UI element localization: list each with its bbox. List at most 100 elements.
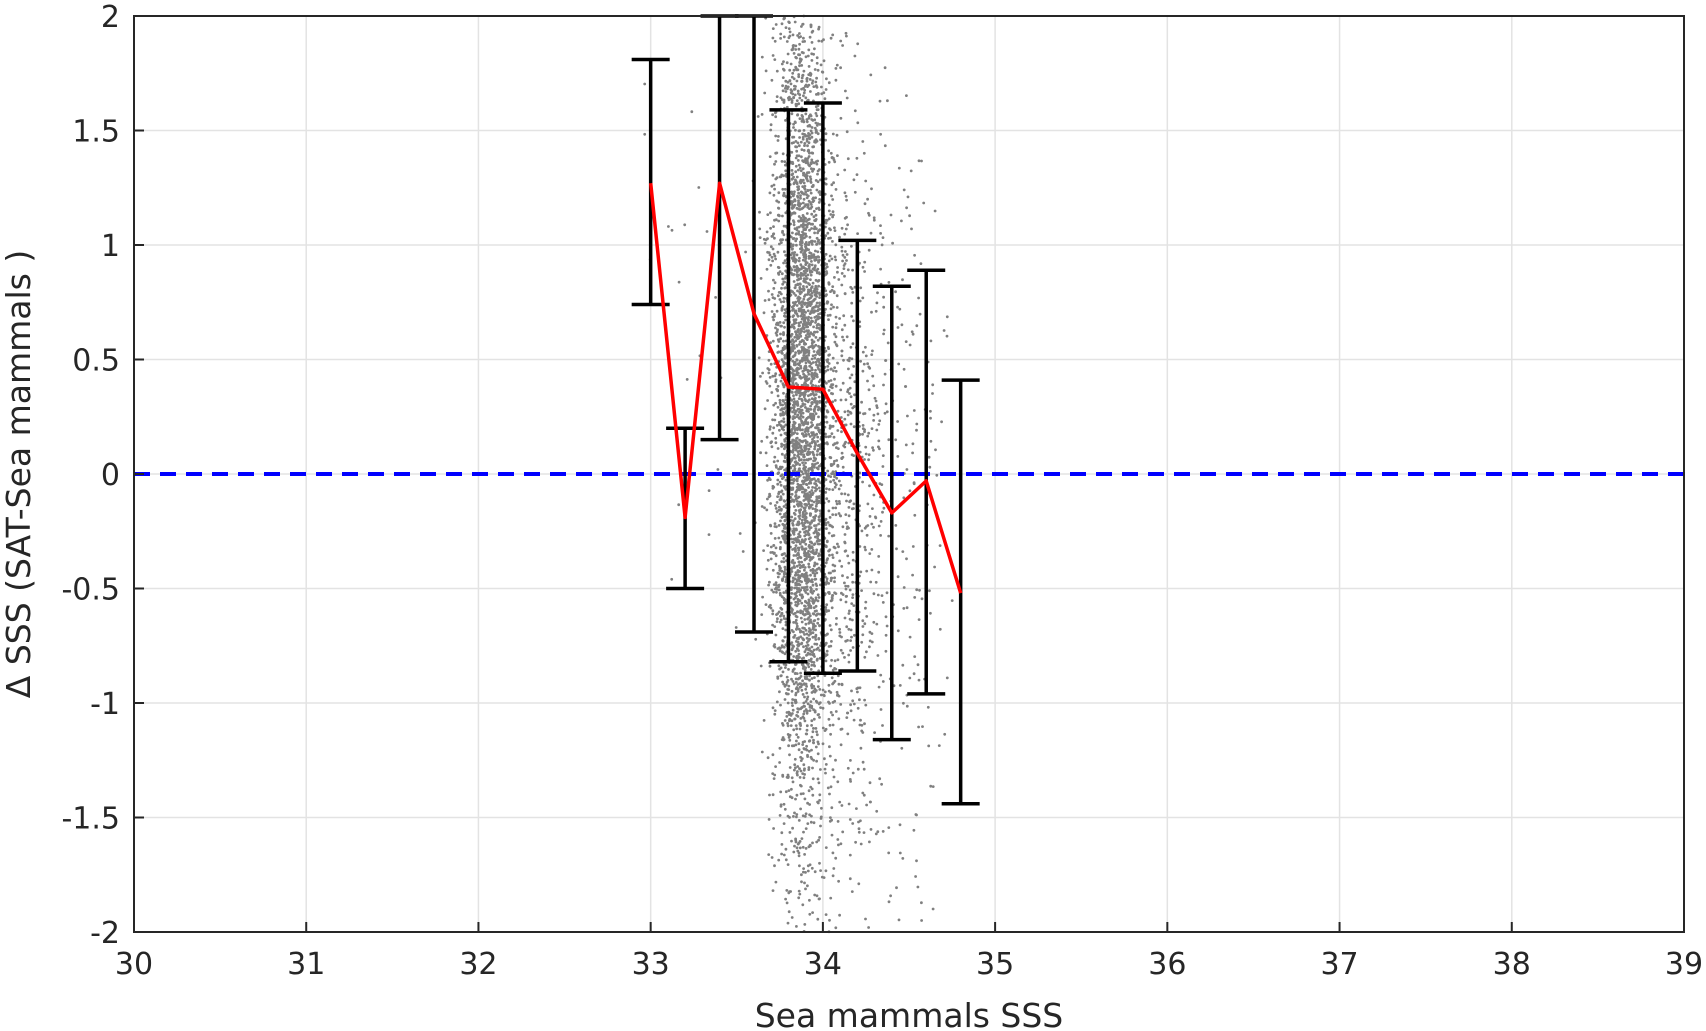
scatter-point <box>818 897 821 901</box>
scatter-point <box>795 615 799 619</box>
scatter-point <box>847 506 851 509</box>
scatter-point <box>791 522 794 525</box>
scatter-point <box>808 235 812 239</box>
scatter-point <box>826 469 830 473</box>
scatter-point <box>808 898 811 902</box>
scatter-point <box>781 76 785 79</box>
scatter-point <box>811 653 815 657</box>
scatter-point <box>804 599 807 603</box>
scatter-point <box>841 465 845 469</box>
scatter-point <box>898 823 902 827</box>
scatter-point <box>799 408 803 412</box>
scatter-point <box>794 840 798 844</box>
scatter-point <box>787 668 790 671</box>
scatter-point <box>848 853 852 857</box>
scatter-point <box>804 268 808 272</box>
scatter-point <box>832 158 836 162</box>
scatter-point <box>798 576 802 580</box>
scatter-point <box>812 145 815 149</box>
scatter-point <box>793 460 797 464</box>
scatter-point <box>774 880 778 884</box>
scatter-point <box>800 397 803 401</box>
scatter-point <box>799 412 803 416</box>
scatter-point <box>814 131 818 134</box>
x-tick-label: 35 <box>976 947 1014 982</box>
scatter-point <box>799 271 803 275</box>
scatter-point <box>917 618 921 621</box>
scatter-point <box>796 402 800 406</box>
scatter-point <box>911 573 914 577</box>
scatter-point <box>782 802 786 806</box>
scatter-point <box>875 428 879 432</box>
scatter-point <box>754 637 758 641</box>
scatter-point <box>844 587 848 591</box>
scatter-point <box>809 129 813 133</box>
scatter-point <box>840 565 844 568</box>
scatter-point <box>827 209 831 213</box>
scatter-point <box>851 646 855 649</box>
scatter-point <box>818 307 822 311</box>
scatter-point <box>776 495 779 498</box>
scatter-point <box>867 248 871 252</box>
scatter-point <box>828 624 832 627</box>
scatter-point <box>786 921 790 925</box>
scatter-point <box>812 708 815 712</box>
scatter-point <box>798 722 802 726</box>
scatter-point <box>716 468 720 471</box>
scatter-point <box>801 450 804 454</box>
scatter-point <box>862 412 865 416</box>
scatter-point <box>806 273 810 277</box>
scatter-point <box>851 771 855 775</box>
scatter-point <box>814 638 818 641</box>
scatter-point <box>846 409 850 413</box>
scatter-point <box>792 378 795 382</box>
scatter-point <box>867 431 871 435</box>
scatter-point <box>811 79 815 83</box>
scatter-point <box>881 601 885 604</box>
scatter-point <box>813 542 817 546</box>
scatter-point <box>853 190 857 194</box>
scatter-point <box>759 451 762 455</box>
scatter-point <box>802 197 806 201</box>
scatter-point <box>771 374 775 378</box>
scatter-point <box>826 521 830 524</box>
scatter-point <box>778 480 782 484</box>
scatter-point <box>815 363 818 367</box>
scatter-point <box>809 271 812 274</box>
scatter-point <box>814 479 818 483</box>
scatter-point <box>806 54 810 58</box>
scatter-point <box>884 359 888 362</box>
scatter-point <box>799 452 803 456</box>
scatter-point <box>863 260 867 264</box>
scatter-point <box>879 520 883 523</box>
scatter-point <box>784 643 788 647</box>
scatter-point <box>830 183 834 187</box>
scatter-point <box>835 502 839 506</box>
scatter-point <box>794 103 798 107</box>
scatter-point <box>811 583 815 587</box>
scatter-point <box>783 356 787 360</box>
scatter-point <box>857 827 861 831</box>
scatter-point <box>840 245 844 249</box>
scatter-point <box>829 896 833 900</box>
scatter-point <box>805 375 809 378</box>
scatter-point <box>826 368 830 372</box>
scatter-point <box>821 706 825 710</box>
scatter-point <box>915 428 918 432</box>
scatter-point <box>845 716 849 719</box>
scatter-point <box>759 277 763 280</box>
scatter-point <box>805 653 808 657</box>
scatter-point <box>815 236 819 240</box>
scatter-point <box>792 850 796 854</box>
scatter-point <box>816 612 820 616</box>
scatter-point <box>790 391 794 394</box>
scatter-point <box>828 754 832 758</box>
scatter-point <box>788 795 792 799</box>
scatter-point <box>803 530 806 534</box>
scatter-point <box>861 427 865 430</box>
scatter-point <box>773 39 777 43</box>
scatter-point <box>810 185 814 189</box>
scatter-point <box>801 487 805 491</box>
scatter-point <box>809 90 812 93</box>
scatter-point <box>805 571 808 575</box>
